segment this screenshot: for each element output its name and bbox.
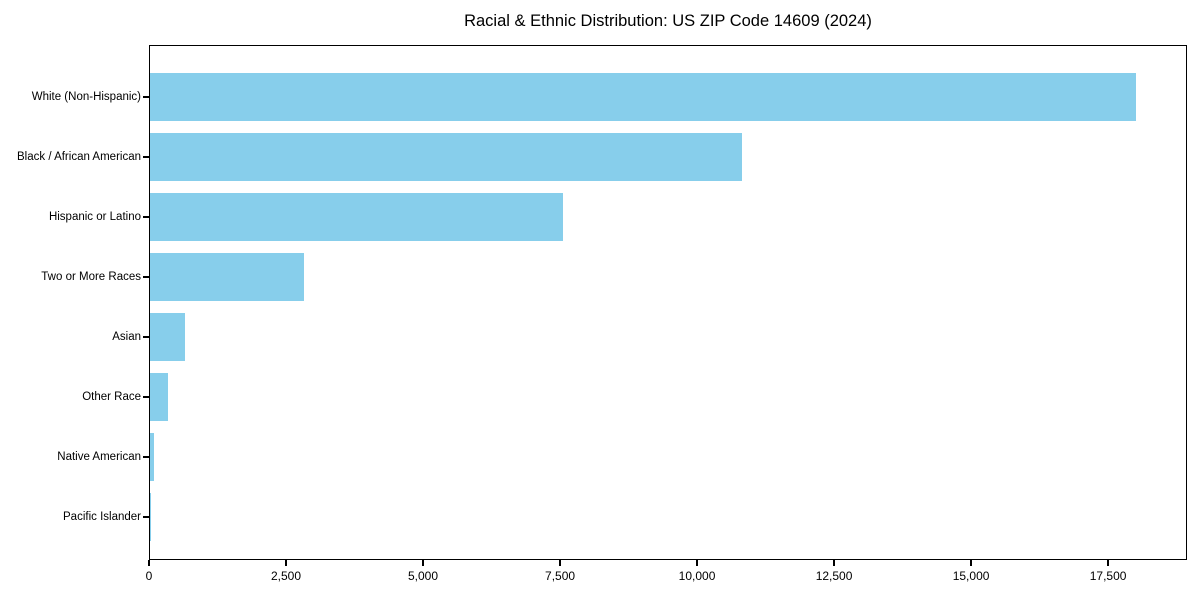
x-tick-label-0: 0	[145, 569, 153, 583]
x-tick-label-17500: 17,500	[1089, 569, 1127, 583]
y-tick-mark	[143, 336, 149, 338]
x-tick-label-15000: 15,000	[952, 569, 990, 583]
bar-white-non-hispanic	[150, 72, 1137, 121]
x-tick-mark	[559, 560, 561, 566]
x-tick-mark	[422, 560, 424, 566]
x-tick-label-5000: 5,000	[408, 569, 439, 583]
bar-asian	[150, 312, 185, 361]
bar-other-race	[150, 372, 169, 421]
x-tick-mark	[1107, 560, 1109, 566]
y-tick-label-asian: Asian	[112, 331, 141, 343]
y-tick-mark	[143, 156, 149, 158]
y-tick-mark	[143, 216, 149, 218]
x-tick-mark	[148, 560, 150, 566]
y-tick-label-hispanic-or-latino: Hispanic or Latino	[48, 211, 141, 223]
chart-title: Racial & Ethnic Distribution: US ZIP Cod…	[464, 12, 872, 30]
y-tick-mark	[143, 396, 149, 398]
y-tick-label-other-race: Other Race	[82, 391, 141, 403]
y-tick-label-native-american: Native American	[57, 451, 141, 463]
y-tick-mark	[143, 516, 149, 518]
bar-native-american	[150, 432, 154, 481]
x-tick-label-10000: 10,000	[678, 569, 716, 583]
y-tick-label-black-african-american: Black / African American	[17, 151, 141, 163]
y-tick-mark	[143, 96, 149, 98]
x-tick-label-12500: 12,500	[815, 569, 853, 583]
x-tick-mark	[970, 560, 972, 566]
x-tick-label-7500: 7,500	[545, 569, 576, 583]
bar-black-african-american	[150, 132, 742, 181]
y-tick-label-two-or-more-races: Two or More Races	[41, 271, 141, 283]
x-tick-mark	[285, 560, 287, 566]
bar-hispanic-or-latino	[150, 192, 563, 241]
x-tick-mark	[833, 560, 835, 566]
bar-two-or-more-races	[150, 252, 304, 301]
y-tick-label-white-non-hispanic: White (Non-Hispanic)	[31, 91, 141, 103]
bar-pacific-islander	[150, 492, 151, 541]
x-tick-mark	[696, 560, 698, 566]
y-tick-mark	[143, 276, 149, 278]
x-tick-label-2500: 2,500	[270, 569, 302, 583]
plot-area	[149, 45, 1187, 560]
y-tick-mark	[143, 456, 149, 458]
y-tick-label-pacific-islander: Pacific Islander	[63, 511, 141, 523]
